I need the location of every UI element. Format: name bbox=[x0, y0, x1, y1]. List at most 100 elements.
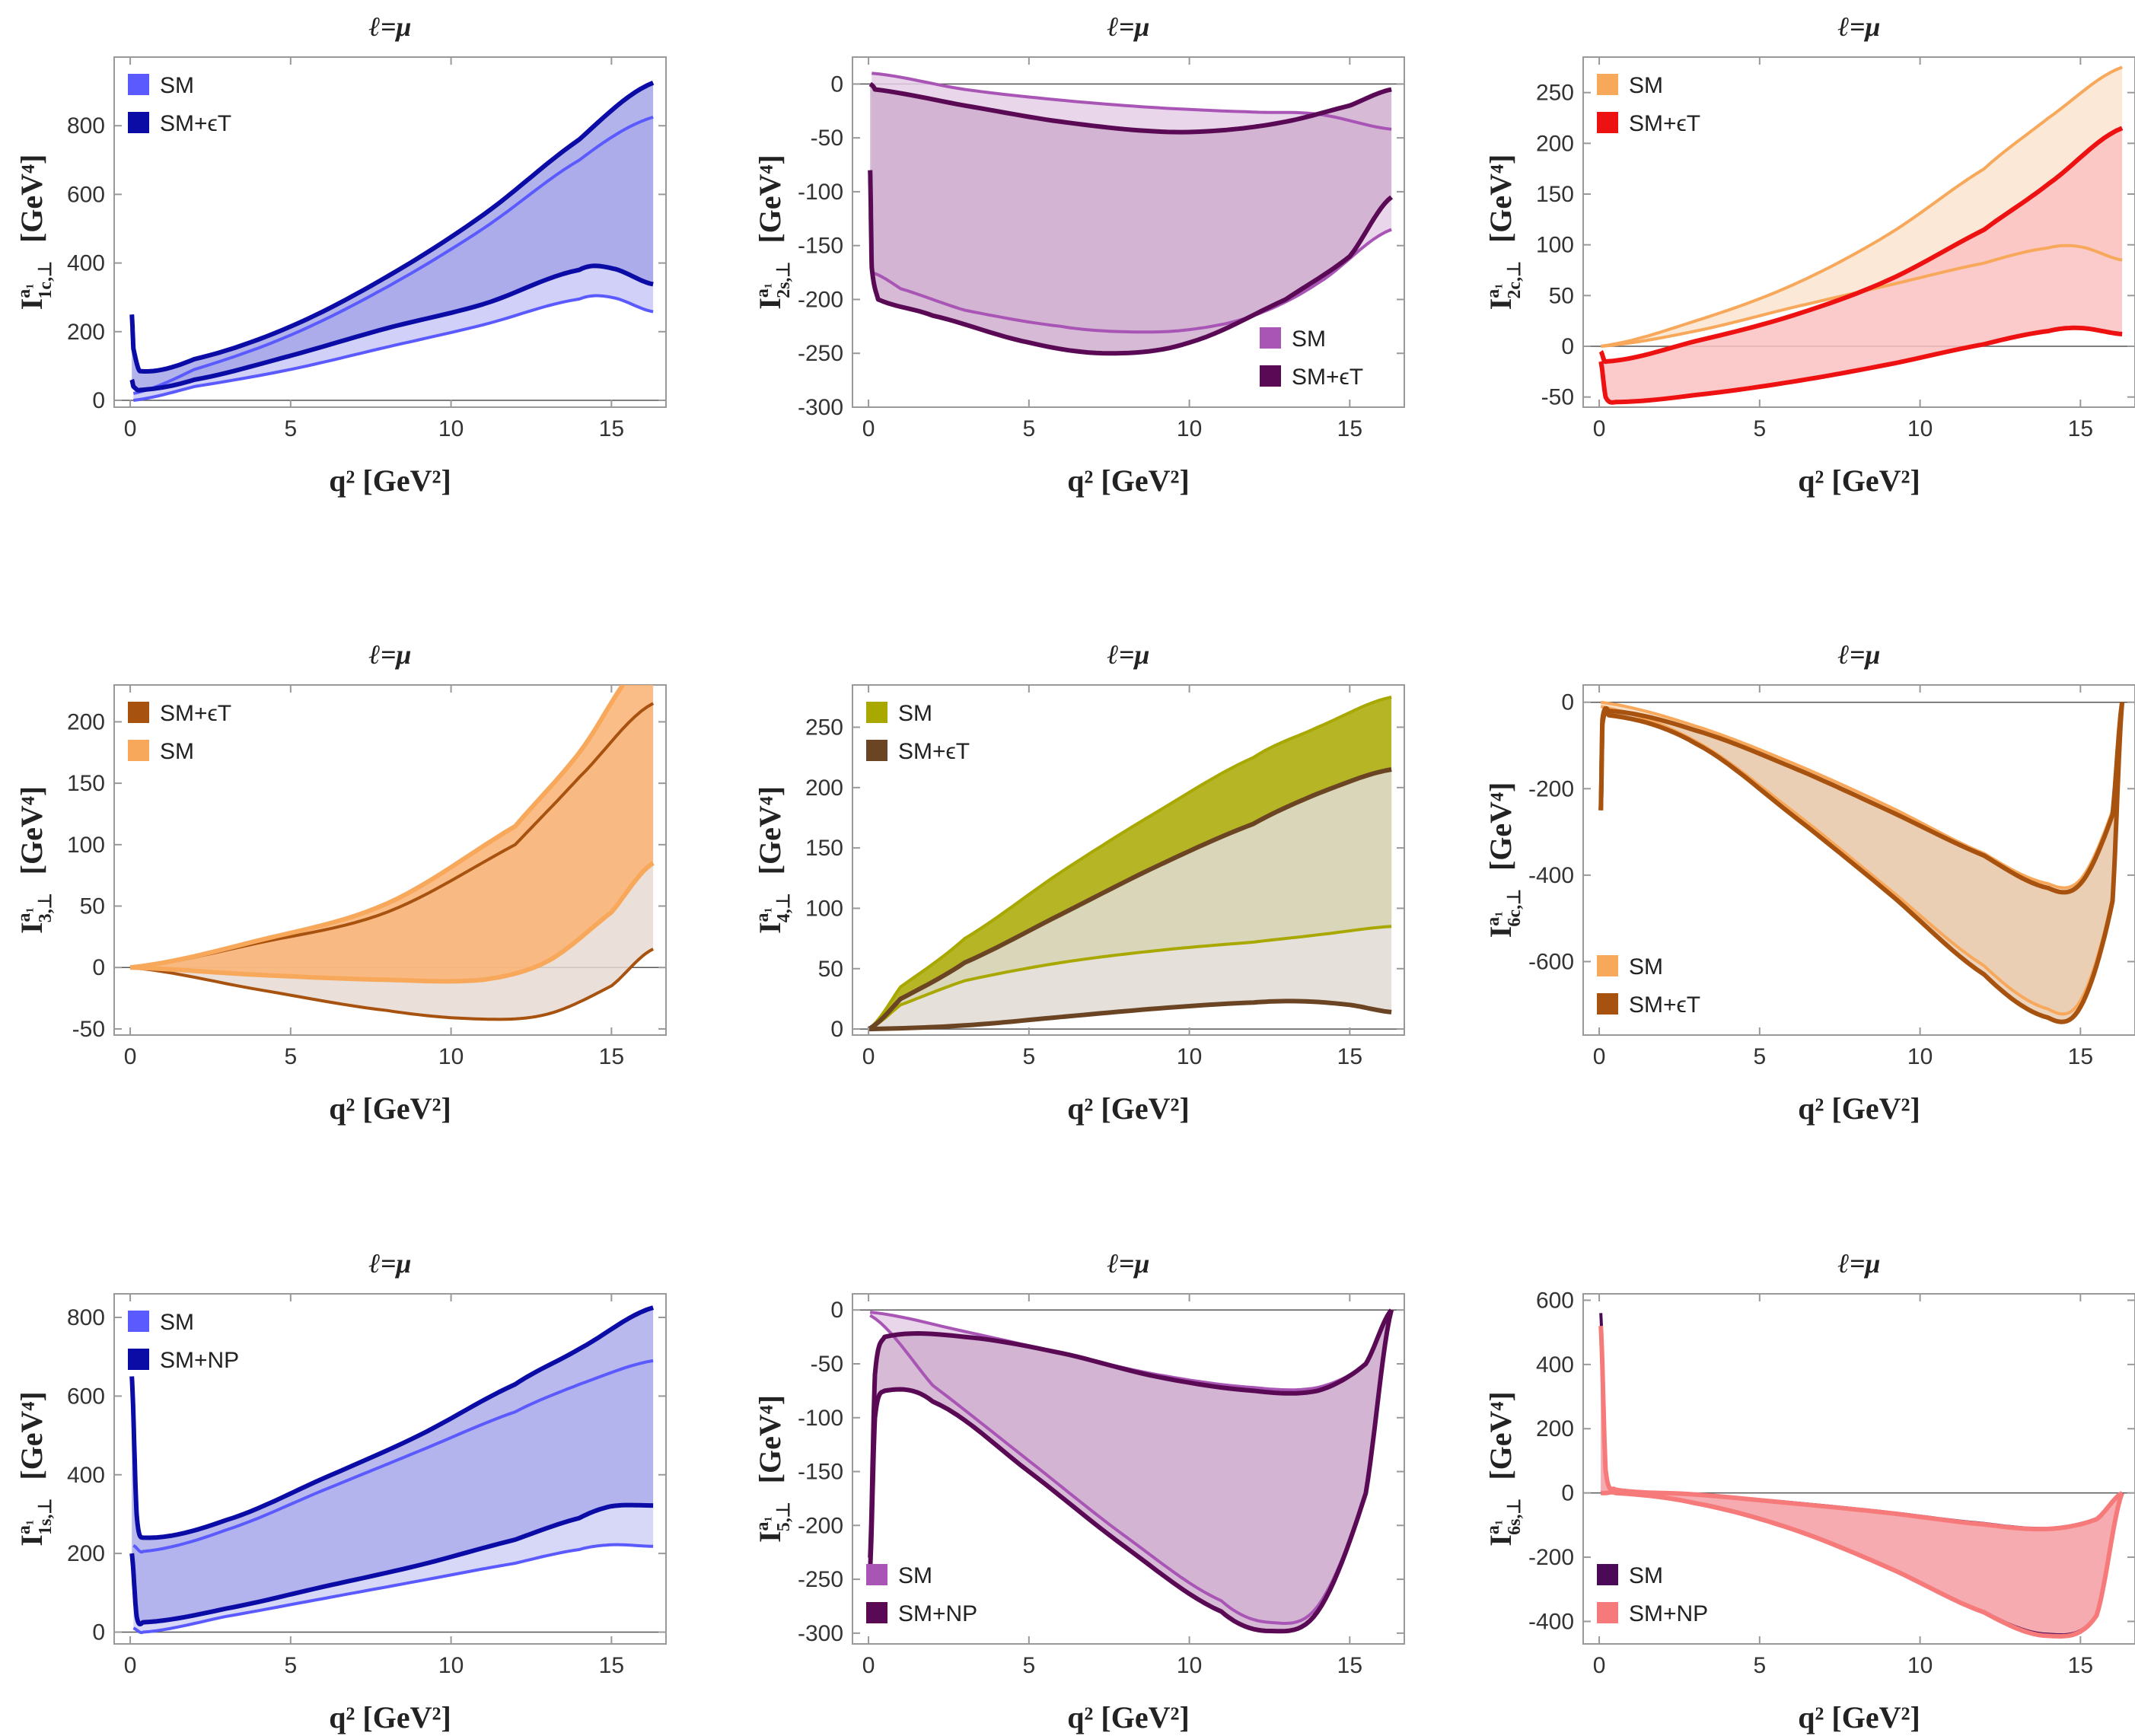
x-axis-label: q² [GeV²] bbox=[1067, 1700, 1190, 1734]
y-tick-label: 0 bbox=[1561, 690, 1574, 715]
x-axis-label: q² [GeV²] bbox=[1798, 463, 1920, 498]
curve-upper-sm bbox=[132, 1359, 654, 1554]
x-axis-label: q² [GeV²] bbox=[329, 1091, 451, 1126]
legend-swatch bbox=[128, 74, 149, 95]
y-tick-label: -100 bbox=[798, 1406, 843, 1431]
x-axis-label: q² [GeV²] bbox=[329, 1700, 451, 1734]
legend-swatch bbox=[128, 112, 149, 133]
y-tick-label: 150 bbox=[67, 771, 105, 796]
band-sm+t bbox=[1601, 702, 2123, 1022]
plot-frame bbox=[113, 56, 667, 408]
y-tick-label: 150 bbox=[805, 836, 843, 861]
y-tick-label: -300 bbox=[798, 395, 843, 420]
panel-I1s: ℓ=μ 0 5 10 15 0 200 400 600 800 q² [GeV²] Ia₁1s,⊥[G… bbox=[14, 1248, 667, 1734]
curve-lower-sm bbox=[133, 294, 654, 402]
x-axis-label: q² [GeV²] bbox=[1798, 1700, 1920, 1734]
y-tick-label: 600 bbox=[67, 182, 105, 207]
legend-swatch bbox=[1597, 74, 1618, 95]
x-tick-label: 15 bbox=[599, 1653, 624, 1678]
legend-swatch bbox=[866, 1602, 887, 1623]
curve-upper-sm+t bbox=[1598, 702, 2125, 895]
curve-upper-sm bbox=[867, 695, 1392, 1030]
panel-title: ℓ=μ bbox=[1838, 1248, 1881, 1279]
legend-swatch bbox=[1260, 365, 1281, 387]
y-tick-label: 200 bbox=[67, 1541, 105, 1566]
y-tick-label: -50 bbox=[1541, 385, 1574, 410]
x-tick-label: 10 bbox=[1907, 416, 1933, 441]
x-tick-label: 0 bbox=[862, 1653, 875, 1678]
x-tick-label: 10 bbox=[1907, 1044, 1933, 1069]
legend-swatch bbox=[1597, 112, 1618, 133]
y-tick-label: -100 bbox=[798, 180, 843, 205]
y-tick-label: -50 bbox=[811, 126, 843, 151]
legend-label: SM+ϵT bbox=[160, 701, 231, 726]
y-tick-label: 200 bbox=[805, 776, 843, 801]
y-tick-label: 100 bbox=[805, 896, 843, 921]
y-axis-label: Ia₁3,⊥[GeV⁴] bbox=[14, 786, 56, 934]
curve-lower-sm+t bbox=[868, 999, 1392, 1032]
curve-lower-sm bbox=[129, 861, 655, 984]
plot-area bbox=[129, 81, 655, 402]
y-tick-label: 0 bbox=[92, 955, 105, 980]
legend-label: SM bbox=[160, 1310, 194, 1335]
legend-label: SM+NP bbox=[898, 1601, 977, 1626]
x-tick-label: 15 bbox=[1337, 1044, 1362, 1069]
legend: SM+ϵT SM bbox=[128, 701, 231, 764]
y-axis-label: Ia₁5,⊥[GeV⁴] bbox=[753, 1395, 794, 1543]
x-tick-label: 10 bbox=[1177, 1653, 1202, 1678]
legend-swatch bbox=[128, 740, 149, 761]
x-tick-label: 15 bbox=[599, 416, 624, 441]
panel-I1c: ℓ=μ 0 5 10 15 0 200 400 600 800 q² [GeV²] Ia₁1c,⊥[G… bbox=[14, 11, 667, 498]
x-tick-label: 10 bbox=[1907, 1653, 1933, 1678]
curve-lower-sm+np bbox=[868, 1309, 1394, 1634]
y-tick-label: 400 bbox=[67, 1463, 105, 1488]
y-tick-label: 400 bbox=[1536, 1352, 1574, 1378]
curve-lower-sm+t bbox=[129, 263, 654, 393]
panel-I5: ℓ=μ 0 5 10 15 0 -50 -100 -150 -200 -250 -300 q² [GeV… bbox=[753, 1248, 1405, 1734]
legend: SM SM+NP bbox=[128, 1310, 239, 1373]
panel-I6s: ℓ=μ 0 5 10 15 -400 -200 0 200 400 600 q² [GeV²] Ia₁6… bbox=[1483, 1248, 2135, 1734]
y-tick-label: 200 bbox=[67, 709, 105, 734]
y-tick-label: -200 bbox=[1528, 776, 1574, 801]
legend-label: SM+ϵT bbox=[898, 739, 970, 764]
y-axis-label: Ia₁1s,⊥[GeV⁴] bbox=[14, 1391, 56, 1546]
x-tick-label: 0 bbox=[862, 416, 875, 441]
x-tick-label: 15 bbox=[1337, 1653, 1362, 1678]
curve-lower-sm+t bbox=[1598, 325, 2123, 405]
x-tick-label: 10 bbox=[1177, 416, 1202, 441]
curve-upper-sm+t bbox=[1598, 126, 2124, 365]
curve-lower-sm bbox=[132, 1543, 654, 1635]
y-axis-label: Ia₁2c,⊥[GeV⁴] bbox=[1483, 154, 1525, 311]
legend: SM SM+ϵT bbox=[1597, 73, 1700, 136]
plot-frame bbox=[1582, 1293, 2135, 1645]
legend-swatch bbox=[866, 1564, 887, 1585]
y-tick-label: 50 bbox=[818, 957, 843, 982]
x-tick-label: 5 bbox=[284, 1044, 297, 1069]
y-tick-label: -400 bbox=[1528, 1609, 1574, 1634]
legend-swatch bbox=[128, 1311, 149, 1332]
curve-lower-sm bbox=[868, 925, 1392, 1030]
curve-upper-sm bbox=[129, 685, 626, 970]
x-tick-label: 10 bbox=[438, 416, 464, 441]
legend: SM SM+NP bbox=[866, 1563, 977, 1626]
plot-frame bbox=[852, 1293, 1405, 1645]
x-tick-label: 15 bbox=[1337, 416, 1362, 441]
y-tick-label: 0 bbox=[830, 72, 843, 97]
curve-upper-sm+np bbox=[129, 1305, 655, 1540]
y-tick-label: 600 bbox=[67, 1384, 105, 1409]
panel-title: ℓ=μ bbox=[369, 11, 412, 42]
plot-area bbox=[1598, 1313, 2124, 1639]
legend-label: SM+ϵT bbox=[1292, 365, 1363, 390]
band-sm bbox=[130, 685, 654, 982]
x-tick-label: 5 bbox=[1753, 1044, 1766, 1069]
curve-upper-sm+t bbox=[867, 767, 1392, 1031]
panel-I3: ℓ=μ 0 5 10 15 -50 0 50 100 150 200 q² [GeV²] Ia₁3,⊥[… bbox=[14, 639, 667, 1126]
legend-label: SM bbox=[898, 1563, 932, 1588]
y-tick-label: -600 bbox=[1528, 949, 1574, 974]
curve-lower-sm+np bbox=[1598, 1489, 2124, 1639]
panel-I6c: ℓ=μ 0 5 10 15 0 -200 -400 -600 q² [GeV²] Ia₁6c,⊥[G… bbox=[1483, 639, 2135, 1126]
y-tick-label: 0 bbox=[1561, 1481, 1574, 1506]
y-tick-label: 0 bbox=[92, 1620, 105, 1645]
